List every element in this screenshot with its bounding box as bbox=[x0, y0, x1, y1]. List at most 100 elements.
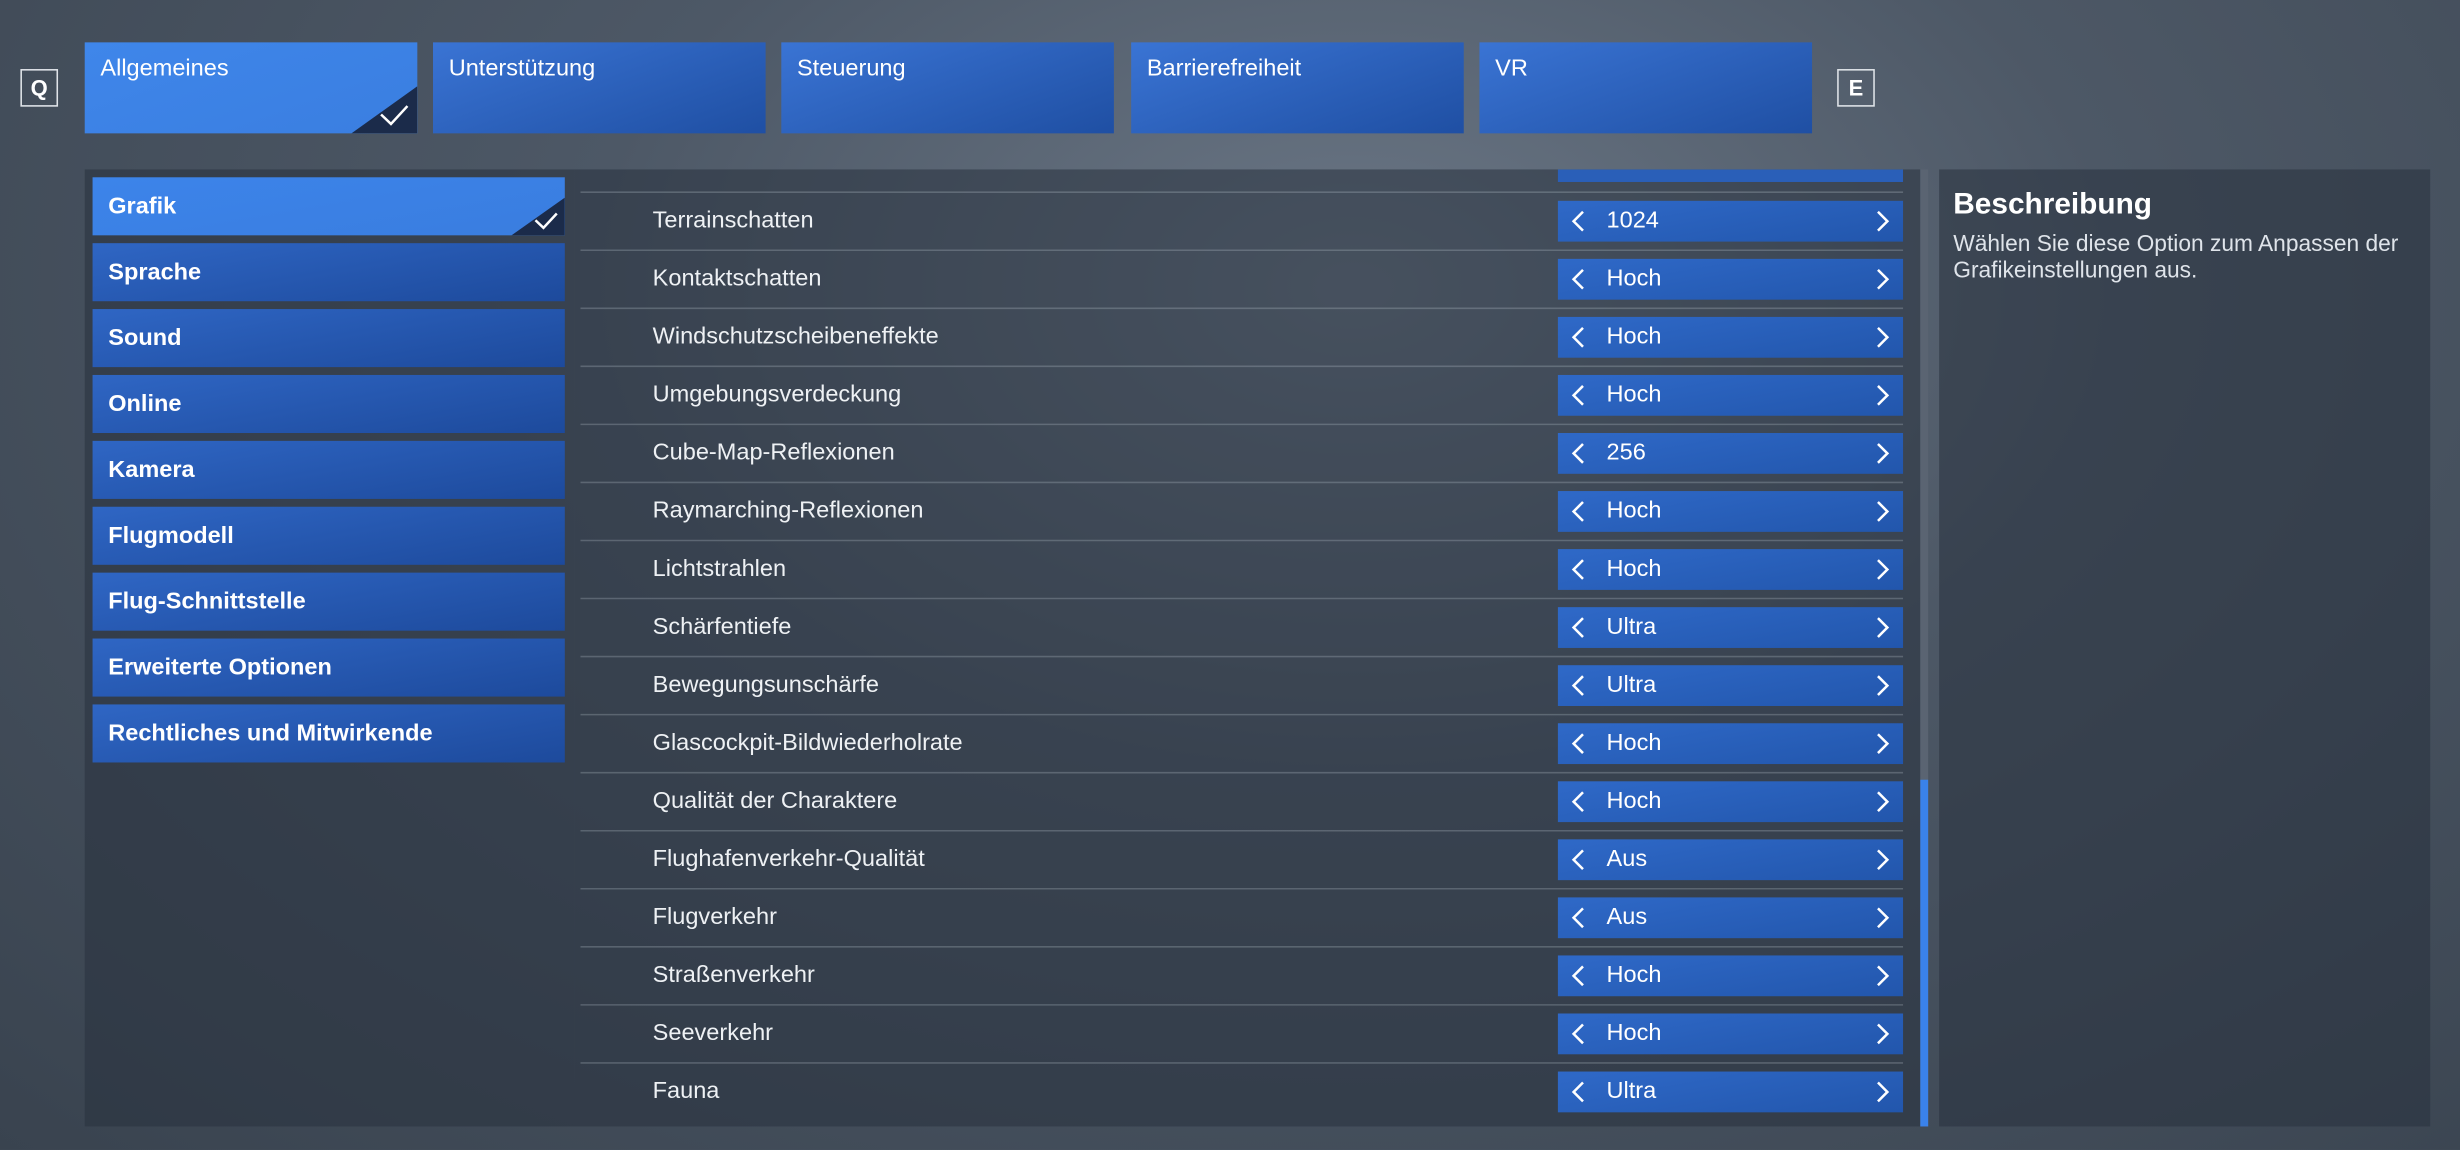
nav-item[interactable]: Kamera bbox=[92, 440, 565, 499]
option-selector[interactable]: Hoch bbox=[1557, 781, 1904, 823]
option-value: Hoch bbox=[1606, 323, 1662, 350]
setting-row[interactable]: Umgebungsverdeckung Hoch bbox=[580, 365, 1904, 424]
prev-arrow[interactable] bbox=[1570, 733, 1586, 755]
prev-arrow[interactable] bbox=[1570, 675, 1586, 697]
setting-row[interactable]: Flughafenverkehr-Qualität Aus bbox=[580, 829, 1904, 888]
nav-item[interactable]: Sound bbox=[92, 309, 565, 368]
tab[interactable]: VR bbox=[1479, 42, 1813, 134]
option-selector[interactable]: Hoch bbox=[1557, 258, 1904, 300]
prev-arrow[interactable] bbox=[1570, 559, 1586, 581]
setting-row[interactable]: Cube-Map-Reflexionen 256 bbox=[580, 423, 1904, 482]
option-selector[interactable]: 256 bbox=[1557, 433, 1904, 474]
option-selector[interactable]: Hoch bbox=[1557, 955, 1904, 997]
next-arrow[interactable] bbox=[1875, 733, 1891, 755]
tab[interactable]: Allgemeines bbox=[84, 42, 418, 134]
scrollbar-thumb[interactable] bbox=[1920, 779, 1929, 1127]
prev-tab-key[interactable]: Q bbox=[20, 69, 59, 107]
option-selector[interactable]: Ultra bbox=[1557, 1071, 1904, 1113]
setting-row[interactable]: Bewegungsunschärfe Ultra bbox=[580, 655, 1904, 714]
nav-item[interactable]: Erweiterte Optionen bbox=[92, 638, 565, 697]
next-arrow[interactable] bbox=[1875, 559, 1891, 581]
setting-label: Windschutzscheibeneffekte bbox=[652, 323, 939, 350]
nav-item[interactable]: Flugmodell bbox=[92, 506, 565, 565]
description-text: Wählen Sie diese Option zum Anpassen der… bbox=[1953, 232, 2399, 284]
option-selector[interactable]: Hoch bbox=[1557, 316, 1904, 358]
prev-arrow[interactable] bbox=[1570, 442, 1586, 464]
option-selector[interactable]: Ultra bbox=[1557, 607, 1904, 648]
prev-arrow[interactable] bbox=[1570, 326, 1586, 348]
next-arrow[interactable] bbox=[1875, 384, 1891, 406]
next-arrow[interactable] bbox=[1875, 1081, 1891, 1103]
nav-item[interactable]: Flug-Schnittstelle bbox=[92, 572, 565, 631]
tab[interactable]: Steuerung bbox=[781, 42, 1114, 134]
option-selector[interactable]: Hoch bbox=[1557, 549, 1904, 590]
prev-arrow[interactable] bbox=[1570, 849, 1586, 871]
next-arrow[interactable] bbox=[1875, 965, 1891, 987]
prev-arrow[interactable] bbox=[1570, 1081, 1586, 1103]
setting-label: Terrainschatten bbox=[652, 207, 814, 234]
tab[interactable]: Barrierefreiheit bbox=[1131, 42, 1464, 134]
next-arrow[interactable] bbox=[1875, 268, 1891, 290]
prev-arrow[interactable] bbox=[1570, 907, 1586, 929]
next-arrow[interactable] bbox=[1875, 617, 1891, 639]
next-arrow[interactable] bbox=[1875, 907, 1891, 929]
setting-label: Straßenverkehr bbox=[652, 961, 815, 989]
prev-arrow[interactable] bbox=[1570, 384, 1586, 406]
option-value: Hoch bbox=[1606, 961, 1662, 989]
next-arrow[interactable] bbox=[1875, 849, 1891, 871]
nav-item[interactable]: Grafik bbox=[92, 177, 565, 236]
setting-row[interactable]: Terrainschatten 1024 bbox=[580, 191, 1904, 249]
tab[interactable]: Unterstützung bbox=[433, 42, 766, 134]
nav-item[interactable]: Online bbox=[92, 374, 565, 434]
prev-arrow[interactable] bbox=[1570, 1023, 1586, 1045]
next-arrow[interactable] bbox=[1875, 791, 1891, 813]
option-selector[interactable]: Hoch bbox=[1557, 723, 1904, 765]
nav-item[interactable]: Sprache bbox=[92, 243, 565, 302]
option-selector[interactable]: Aus bbox=[1557, 839, 1904, 881]
option-selector[interactable]: Ultra bbox=[1557, 665, 1904, 706]
setting-row[interactable]: Qualität der Charaktere Hoch bbox=[580, 771, 1904, 830]
setting-row[interactable]: Raymarching-Reflexionen Hoch bbox=[580, 481, 1904, 540]
nav-item[interactable]: Rechtliches und Mitwirkende bbox=[92, 704, 565, 763]
option-value: Ultra bbox=[1606, 671, 1657, 699]
option-value: Hoch bbox=[1606, 729, 1662, 757]
setting-label: Seeverkehr bbox=[652, 1019, 774, 1047]
next-arrow[interactable] bbox=[1875, 1023, 1891, 1045]
prev-arrow[interactable] bbox=[1570, 791, 1586, 813]
next-arrow[interactable] bbox=[1875, 326, 1891, 348]
setting-row[interactable]: Fauna Ultra bbox=[580, 1062, 1904, 1120]
setting-row[interactable]: Straßenverkehr Hoch bbox=[580, 946, 1904, 1004]
option-selector[interactable]: Hoch bbox=[1557, 1013, 1904, 1055]
next-arrow[interactable] bbox=[1875, 500, 1891, 522]
setting-row[interactable]: Seeverkehr Hoch bbox=[580, 1004, 1904, 1062]
option-value: 256 bbox=[1606, 439, 1646, 466]
option-selector[interactable]: Aus bbox=[1557, 897, 1904, 939]
next-arrow[interactable] bbox=[1875, 210, 1891, 232]
prev-arrow[interactable] bbox=[1570, 210, 1586, 232]
option-selector[interactable]: Hoch bbox=[1557, 374, 1904, 416]
option-value: Hoch bbox=[1606, 497, 1662, 525]
setting-row[interactable]: Kontaktschatten Hoch bbox=[580, 249, 1904, 307]
setting-label: Raymarching-Reflexionen bbox=[652, 497, 924, 525]
setting-row[interactable]: Glascockpit-Bildwiederholrate Hoch bbox=[580, 713, 1904, 772]
setting-row[interactable]: Schärfentiefe Ultra bbox=[580, 597, 1904, 656]
option-value: Aus bbox=[1606, 903, 1648, 931]
next-arrow[interactable] bbox=[1875, 442, 1891, 464]
prev-arrow[interactable] bbox=[1570, 268, 1586, 290]
next-arrow[interactable] bbox=[1875, 675, 1891, 697]
setting-label: Glascockpit-Bildwiederholrate bbox=[652, 729, 963, 757]
next-tab-key[interactable]: E bbox=[1837, 69, 1875, 107]
option-selector[interactable]: 1024 bbox=[1557, 200, 1904, 242]
setting-label: Flughafenverkehr-Qualität bbox=[652, 845, 925, 873]
setting-row[interactable]: Flugverkehr Aus bbox=[580, 887, 1904, 946]
option-selector[interactable]: Hoch bbox=[1557, 491, 1904, 532]
scrollbar[interactable] bbox=[1920, 169, 1929, 1127]
description-title: Beschreibung bbox=[1953, 188, 2153, 222]
setting-row[interactable]: Windschutzscheibeneffekte Hoch bbox=[580, 307, 1904, 366]
prev-arrow[interactable] bbox=[1570, 500, 1586, 522]
setting-row[interactable]: Lichtstrahlen Hoch bbox=[580, 539, 1904, 598]
prev-arrow[interactable] bbox=[1570, 965, 1586, 987]
prev-arrow[interactable] bbox=[1570, 617, 1586, 639]
